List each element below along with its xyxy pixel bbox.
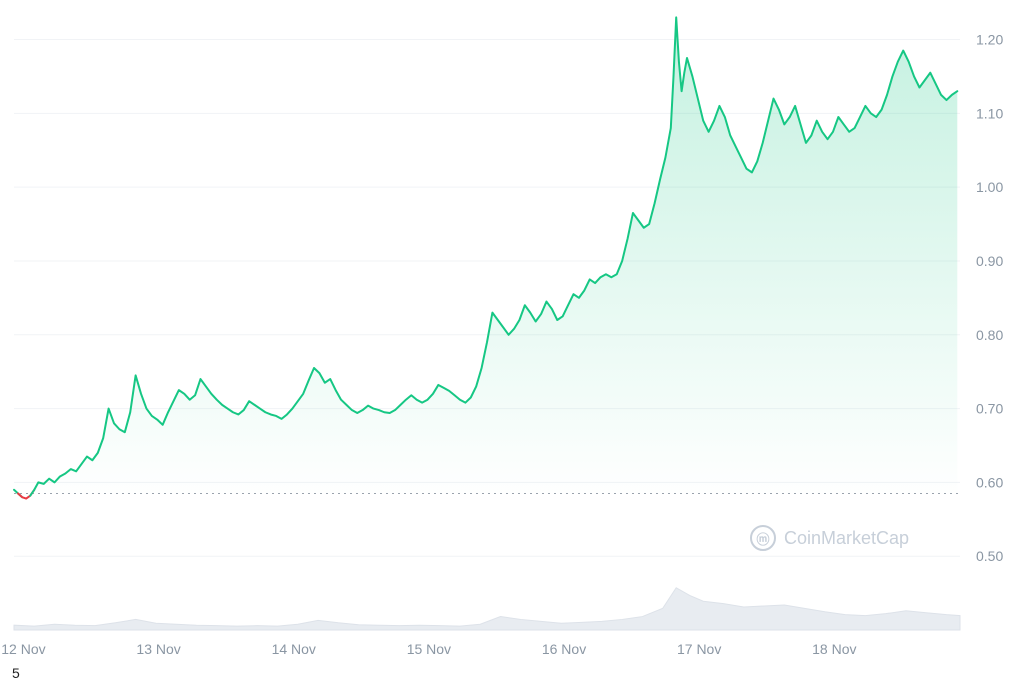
- svg-text:0.60: 0.60: [976, 474, 1003, 490]
- svg-text:0.80: 0.80: [976, 327, 1003, 343]
- svg-text:1.20: 1.20: [976, 32, 1003, 48]
- svg-text:13 Nov: 13 Nov: [136, 641, 180, 657]
- svg-text:17 Nov: 17 Nov: [677, 641, 721, 657]
- svg-text:15 Nov: 15 Nov: [407, 641, 451, 657]
- svg-text:0.70: 0.70: [976, 401, 1003, 417]
- svg-text:12 Nov: 12 Nov: [1, 641, 45, 657]
- svg-text:14 Nov: 14 Nov: [272, 641, 316, 657]
- svg-text:18 Nov: 18 Nov: [812, 641, 856, 657]
- footer-number: 5: [12, 665, 20, 681]
- svg-text:1.00: 1.00: [976, 179, 1003, 195]
- svg-text:0.50: 0.50: [976, 548, 1003, 564]
- price-chart: 0.50 0.60 0.70 0.80 0.90 1.00 1.10 1.20 12 Nov 13…: [0, 0, 1024, 683]
- chart-svg: 0.50 0.60 0.70 0.80 0.90 1.00 1.10 1.20 12 Nov 13…: [0, 0, 1024, 683]
- svg-text:0.90: 0.90: [976, 253, 1003, 269]
- svg-text:1.10: 1.10: [976, 105, 1003, 121]
- svg-text:16 Nov: 16 Nov: [542, 641, 586, 657]
